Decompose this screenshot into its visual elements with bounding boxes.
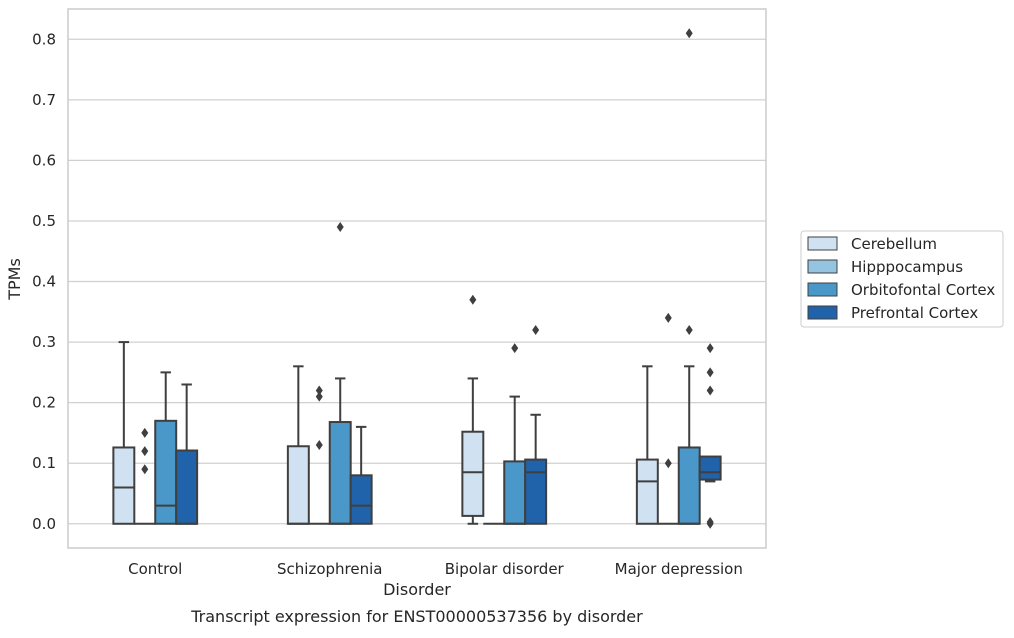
box-body [503,460,527,525]
boxes [112,28,722,529]
outlier-point [532,324,540,335]
outlier-point [141,427,149,438]
x-tick-label: Schizophrenia [277,560,382,578]
x-tick-labels: Control Schizophrenia Bipolar disorder Majo… [128,560,743,578]
outlier-point [141,464,149,475]
y-tick-label: 0.3 [32,333,56,351]
x-tick-label: Control [128,560,182,578]
box-body [461,430,485,517]
outlier-point [141,446,149,457]
outlier-point [706,367,714,378]
y-tick-label: 0.4 [32,273,56,291]
box-body [698,455,722,481]
y-tick-label: 0.0 [32,515,56,533]
box-body [328,421,352,525]
box-body [154,419,178,525]
box-orbitofontal-cortex-3 [677,28,701,525]
box-hipppocampus-3 [657,312,679,525]
outlier-point [315,385,323,396]
legend-label: Prefrontal Cortex [851,304,978,322]
legend-frame [800,230,1004,328]
box-prefrontal-cortex-3 [698,343,722,529]
box-hipppocampus-1 [308,385,330,525]
x-axis-label: Disorder [383,580,451,599]
outlier-point [664,458,672,469]
y-tick-label: 0.7 [32,91,56,109]
y-tick-label: 0.6 [32,151,56,169]
outlier-point [511,343,519,354]
outlier-point [685,324,693,335]
y-axis-label: TPMs [5,258,24,301]
y-tick-label: 0.5 [32,212,56,230]
box-orbitofontal-cortex-1 [328,222,352,525]
y-tick-label: 0.1 [32,454,56,472]
box-cerebellum-3 [635,365,659,525]
box-body [175,449,199,525]
chart-caption: Transcript expression for ENST0000053735… [190,607,643,626]
y-tick-label: 0.8 [32,30,56,48]
legend-swatch [807,236,838,251]
legend-swatch [807,259,838,274]
legend-label: Hipppocampus [851,258,963,276]
outlier-point [315,391,323,402]
box-prefrontal-cortex-1 [349,425,373,525]
x-tick-label: Major depression [615,560,743,578]
outlier-point [664,312,672,323]
legend-swatch [807,305,838,320]
legend-items: Cerebellum Hipppocampus Orbitofontal Corte… [807,235,995,322]
x-tick-label: Bipolar disorder [445,560,565,578]
box-body [635,458,659,525]
outlier-point [706,343,714,354]
box-body [286,445,310,525]
outlier-point [685,28,693,39]
box-prefrontal-cortex-0 [175,383,199,525]
outlier-point [706,385,714,396]
y-tick-labels: 0.0 0.1 0.2 0.3 0.4 0.5 0.6 0.7 0.8 [32,30,56,532]
outlier-point [706,516,714,527]
y-tick-label: 0.2 [32,394,56,412]
box-body [349,474,373,525]
box-cerebellum-2 [461,294,485,525]
box-body [112,446,136,525]
outlier-point [469,294,477,305]
outlier-point [315,440,323,451]
legend-label: Cerebellum [851,235,937,253]
box-body [677,446,701,525]
box-cerebellum-1 [286,365,310,525]
box-body [524,458,548,525]
box-orbitofontal-cortex-0 [154,371,178,525]
box-prefrontal-cortex-2 [524,324,548,525]
legend: Cerebellum Hipppocampus Orbitofontal Corte… [800,230,1004,328]
box-cerebellum-0 [112,341,136,525]
box-orbitofontal-cortex-2 [503,343,527,525]
plot-frame [67,8,767,549]
legend-swatch [807,282,838,297]
legend-label: Orbitofontal Cortex [851,281,995,299]
outlier-point [336,222,344,233]
box-hipppocampus-0 [134,427,156,525]
